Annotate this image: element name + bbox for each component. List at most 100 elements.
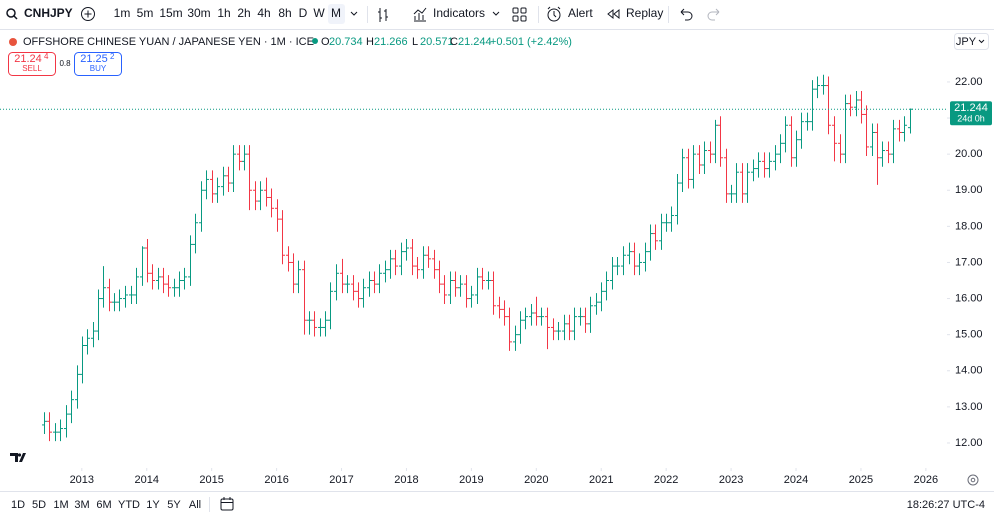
ohlc-bar xyxy=(891,119,896,164)
ohlc-bar xyxy=(361,278,366,308)
ohlc-bar xyxy=(145,238,150,283)
timeframe-menu[interactable] xyxy=(350,11,358,16)
replay-icon[interactable] xyxy=(607,8,620,20)
range-button[interactable]: All xyxy=(189,499,201,511)
redo[interactable] xyxy=(707,8,720,21)
range-button[interactable]: 3M xyxy=(74,499,89,511)
range-button[interactable]: 1D xyxy=(11,499,25,511)
ohlc-bar xyxy=(648,224,653,261)
ohlc-bar xyxy=(156,267,161,290)
y-tick-label: 19.00 xyxy=(955,184,983,196)
ohlc-bar xyxy=(437,260,442,294)
goto-date-icon[interactable] xyxy=(220,497,234,511)
alert[interactable]: Alert xyxy=(568,6,593,20)
settings-icon[interactable] xyxy=(967,474,979,486)
ohlc-bar xyxy=(513,325,518,351)
ohlc-bar xyxy=(312,311,317,337)
ohlc-bar xyxy=(253,181,258,211)
y-tick-label: 20.00 xyxy=(955,148,983,160)
ohlc-bar xyxy=(323,311,328,337)
ohlc-bar xyxy=(767,152,772,178)
indicators[interactable]: Indicators xyxy=(433,6,485,20)
ohlc-bar xyxy=(691,145,696,189)
range-button[interactable]: 1M xyxy=(53,499,68,511)
ohlc-bar xyxy=(627,242,632,265)
compare-button[interactable] xyxy=(81,7,95,21)
timeframe[interactable]: M xyxy=(331,6,341,20)
sell-label: SELL xyxy=(22,64,42,73)
timeframe[interactable]: 8h xyxy=(278,6,291,20)
price-tag xyxy=(950,101,992,126)
alert-icon[interactable] xyxy=(547,8,561,22)
ohlc-bar xyxy=(518,311,523,344)
ohlc-bar xyxy=(523,307,528,330)
currency-box[interactable] xyxy=(954,33,989,50)
ohlc-bar xyxy=(193,213,198,254)
ohlc-bar xyxy=(377,264,382,294)
ohlc-bar xyxy=(880,141,885,167)
ohlc-bar xyxy=(529,303,534,326)
ohlc-bar xyxy=(805,112,810,131)
ohlc-bar xyxy=(172,278,177,297)
ohlc-bar xyxy=(388,249,393,279)
indicators-menu[interactable] xyxy=(492,11,500,16)
ohlc-bar xyxy=(610,257,615,290)
tv-logo[interactable] xyxy=(10,453,26,462)
range-button[interactable]: 6M xyxy=(96,499,111,511)
ohlc-bar xyxy=(275,199,280,232)
search-icon-handle xyxy=(13,15,18,20)
ohlc-bar xyxy=(854,90,859,117)
ohlc-bar xyxy=(740,163,745,203)
y-tick-label: 14.00 xyxy=(955,365,983,377)
ohlc-bar xyxy=(345,275,350,294)
tv-logo-dot xyxy=(17,453,22,457)
ohlc-bar xyxy=(815,76,820,99)
chart-type-icon[interactable] xyxy=(378,8,388,22)
timeframe[interactable]: 5m xyxy=(137,6,154,20)
timeframe[interactable]: W xyxy=(313,6,325,20)
ohlc-bar xyxy=(307,311,312,335)
ohlc-bar xyxy=(539,307,544,326)
range-button[interactable]: 1Y xyxy=(146,499,160,511)
range-button[interactable]: YTD xyxy=(118,499,140,511)
x-tick-label: 2025 xyxy=(849,474,873,486)
layouts-icon[interactable] xyxy=(512,7,527,22)
timeframe[interactable]: 30m xyxy=(187,6,210,20)
x-tick-label: 2023 xyxy=(719,474,743,486)
y-tick-label: 17.00 xyxy=(955,256,983,268)
ohlc-bar xyxy=(123,285,128,308)
timeframe[interactable]: D xyxy=(299,6,308,20)
ohlc-bar xyxy=(85,329,90,355)
x-tick-label: 2026 xyxy=(914,474,938,486)
sell-price: 21.24 xyxy=(14,53,42,65)
range-button[interactable]: 5Y xyxy=(167,499,181,511)
search-icon[interactable] xyxy=(6,8,16,18)
ohlc-bar xyxy=(556,322,561,341)
legend-key: C xyxy=(450,36,458,48)
indicators-icon[interactable] xyxy=(413,7,427,22)
x-tick-label: 2016 xyxy=(264,474,288,486)
replay[interactable]: Replay xyxy=(626,6,663,20)
clock[interactable]: 18:26:27 UTC-4 xyxy=(907,499,985,511)
sell-button[interactable] xyxy=(8,52,56,76)
ohlc-bar xyxy=(686,148,691,189)
legend-value: 21.244 xyxy=(458,36,492,48)
ohlc-bar xyxy=(697,145,702,175)
ohlc-bar xyxy=(897,119,902,142)
ohlc-bar xyxy=(745,163,750,203)
undo[interactable] xyxy=(680,8,693,21)
ohlc-bar xyxy=(356,282,361,308)
timeframe[interactable]: 15m xyxy=(159,6,182,20)
ohlc-bar xyxy=(242,145,247,171)
currency[interactable]: JPY xyxy=(956,36,977,48)
symbol[interactable]: CNHJPY xyxy=(24,6,73,20)
ohlc-bar xyxy=(75,365,80,409)
timeframe[interactable]: 4h xyxy=(257,6,270,20)
ohlc-bar xyxy=(393,249,398,276)
symbol-logo xyxy=(9,38,17,46)
range-button[interactable]: 5D xyxy=(32,499,46,511)
timeframe[interactable]: 1h xyxy=(217,6,230,20)
timeframe[interactable]: 1m xyxy=(114,6,131,20)
timeframe[interactable]: 2h xyxy=(237,6,250,20)
buy-button[interactable] xyxy=(74,52,122,76)
